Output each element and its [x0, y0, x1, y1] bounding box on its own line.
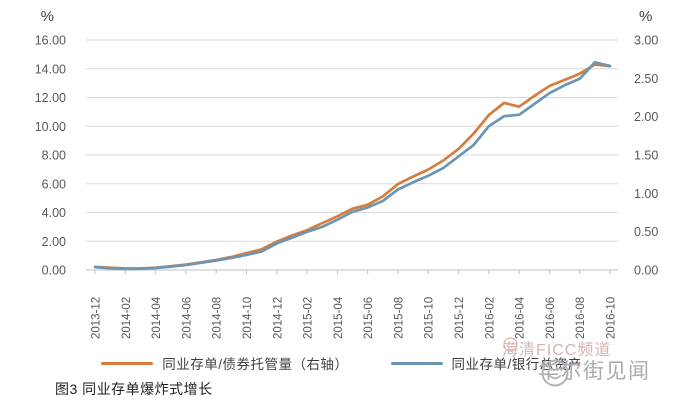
x-axis-tick-label: 2016-10: [606, 297, 618, 339]
y-axis-tick-label-right: 2.50: [634, 72, 658, 86]
legend-item-bank-assets: 同业存单/银行总资产: [390, 353, 582, 373]
y-axis-tick-label-left: 8.00: [42, 149, 66, 163]
x-axis-tick-label: 2015-12: [454, 297, 466, 339]
legend-label: 同业存单/债券托管量（右轴）: [162, 357, 349, 372]
x-axis-tick-label: 2013-12: [91, 297, 103, 339]
x-axis-tick-label: 2014-12: [272, 297, 284, 339]
y-axis-tick-label-left: 4.00: [42, 206, 66, 220]
x-axis-tick-label: 2016-02: [484, 297, 496, 339]
line-chart: 16.00 14.00 12.00 10.00 8.00 6.00 4.00 2.00 0.00…: [35, 8, 659, 339]
legend-swatch-blue: [390, 361, 443, 365]
y-axis-tick-label-right: 0.00: [634, 264, 658, 278]
x-axis-tick-label: 2015-08: [393, 297, 405, 339]
x-axis-tick-label: 2015-04: [333, 296, 345, 339]
x-axis-tick-label: 2014-10: [242, 297, 254, 339]
x-axis-tick-label: 2015-10: [424, 297, 436, 339]
left-axis-unit: %: [41, 8, 54, 25]
x-axis-tick-label: 2015-02: [303, 297, 315, 339]
x-axis-tick-label: 2016-06: [545, 297, 557, 339]
x-axis-tick-label: 2014-04: [151, 296, 163, 339]
series-line-bank-assets: [93, 60, 612, 271]
y-axis-tick-label-right: 1.00: [634, 187, 658, 201]
y-axis-tick-label-right: 1.50: [634, 149, 658, 163]
x-axis-tick-label: 2016-08: [575, 297, 587, 339]
legend-swatch-orange: [101, 361, 154, 365]
y-axis-tick-label-left: 0.00: [42, 264, 66, 278]
right-axis-unit: %: [639, 8, 652, 25]
y-axis-tick-label-left: 14.00: [35, 62, 66, 76]
y-axis-tick-label-right: 3.00: [634, 34, 658, 48]
y-axis-tick-label-right: 2.00: [634, 110, 658, 124]
y-axis-tick-label-left: 6.00: [42, 177, 66, 191]
y-axis-tick-label-right: 0.50: [634, 225, 658, 239]
series-line-deposit-bond: [93, 63, 612, 270]
y-axis-tick-label-left: 16.00: [35, 34, 66, 48]
figure-caption: 图3 同业存单爆炸式增长: [55, 381, 213, 397]
legend-item-deposit-bond: 同业存单/债券托管量（右轴）: [101, 353, 348, 373]
x-axis-tick-label: 2015-06: [363, 297, 375, 339]
legend-label: 同业存单/银行总资产: [451, 357, 582, 372]
x-axis-tick-label: 2014-08: [212, 297, 224, 339]
y-axis-tick-label-left: 2.00: [42, 235, 66, 249]
y-axis-tick-label-left: 10.00: [35, 120, 66, 134]
chart-legend: 同业存单/债券托管量（右轴） 同业存单/银行总资产: [0, 351, 683, 375]
x-axis-tick-label: 2014-06: [181, 297, 193, 339]
x-axis-tick-label: 2016-04: [515, 296, 527, 339]
x-axis-tick-label: 2014-02: [121, 297, 133, 339]
y-axis-tick-label-left: 12.00: [35, 91, 66, 105]
